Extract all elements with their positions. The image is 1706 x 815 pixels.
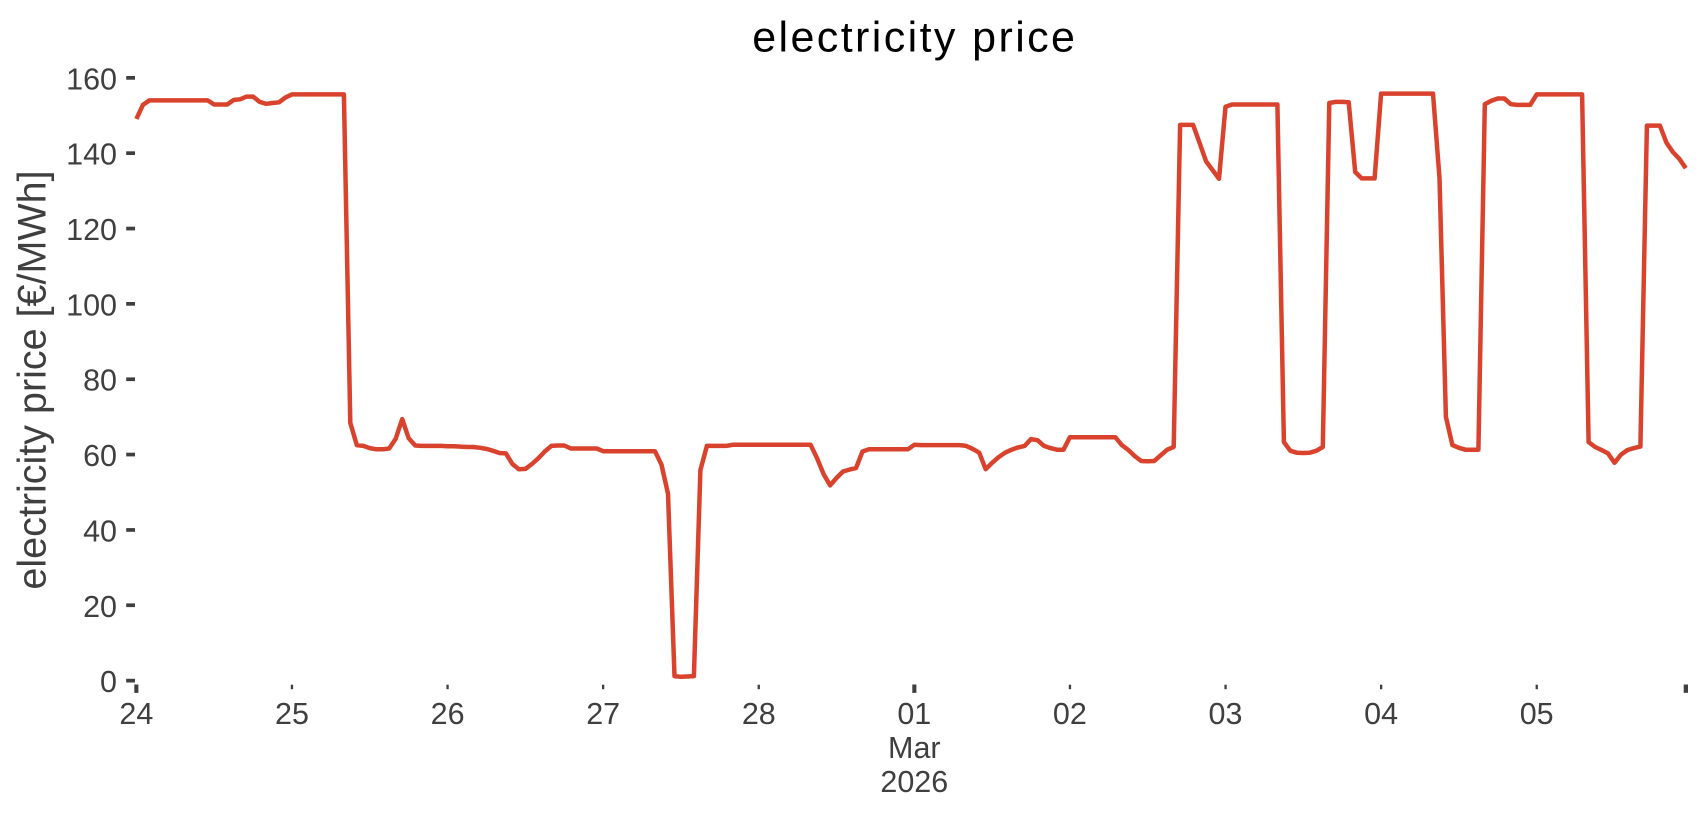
svg-text:2026: 2026	[880, 765, 948, 799]
svg-text:20: 20	[83, 590, 117, 624]
svg-text:25: 25	[275, 697, 309, 731]
svg-text:electricity price [€/MWh]: electricity price [€/MWh]	[11, 170, 55, 589]
svg-text:electricity price: electricity price	[752, 14, 1077, 62]
svg-text:04: 04	[1364, 697, 1398, 731]
svg-text:01: 01	[897, 697, 931, 731]
svg-text:60: 60	[83, 439, 117, 473]
svg-text:0: 0	[100, 665, 117, 699]
svg-text:100: 100	[66, 288, 117, 322]
svg-text:28: 28	[742, 697, 776, 731]
svg-text:02: 02	[1053, 697, 1087, 731]
svg-text:120: 120	[66, 213, 117, 247]
svg-text:03: 03	[1209, 697, 1243, 731]
svg-text:40: 40	[83, 514, 117, 548]
svg-text:140: 140	[66, 138, 117, 172]
svg-text:27: 27	[586, 697, 620, 731]
svg-text:Mar: Mar	[888, 731, 941, 765]
svg-text:26: 26	[431, 697, 465, 731]
svg-text:05: 05	[1520, 697, 1554, 731]
svg-text:24: 24	[119, 697, 153, 731]
svg-text:160: 160	[66, 62, 117, 96]
svg-text:80: 80	[83, 364, 117, 398]
